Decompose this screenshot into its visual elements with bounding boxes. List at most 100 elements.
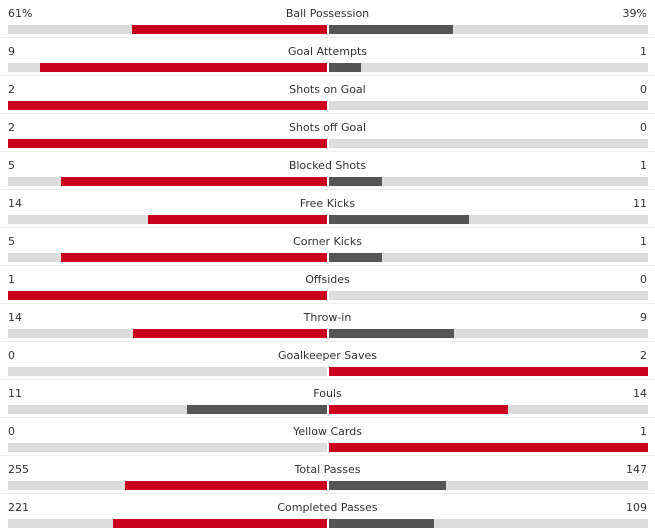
home-bar-track bbox=[8, 253, 327, 262]
home-bar-track bbox=[8, 139, 327, 148]
stat-label: Shots off Goal bbox=[288, 121, 367, 134]
home-value: 5 bbox=[8, 235, 15, 248]
stat-label: Completed Passes bbox=[277, 501, 378, 514]
stat-label: Yellow Cards bbox=[293, 425, 362, 438]
home-value: 255 bbox=[8, 463, 29, 476]
stat-label: Goalkeeper Saves bbox=[277, 349, 378, 362]
home-bar bbox=[132, 25, 327, 34]
stat-label: Goal Attempts bbox=[287, 45, 367, 58]
home-bar-track bbox=[8, 177, 327, 186]
home-bar bbox=[113, 519, 327, 528]
stat-label: Total Passes bbox=[294, 463, 361, 476]
home-bar bbox=[124, 481, 327, 490]
stat-label: Fouls bbox=[313, 387, 342, 400]
away-value: 0 bbox=[640, 273, 647, 286]
home-bar bbox=[8, 291, 327, 300]
away-bar-track bbox=[329, 63, 648, 72]
stat-row: 14 Throw-in 9 bbox=[0, 304, 655, 342]
home-value: 2 bbox=[8, 83, 15, 96]
stat-row: 221 Completed Passes 109 bbox=[0, 494, 655, 532]
stat-row: 5 Blocked Shots 1 bbox=[0, 152, 655, 190]
stat-label: Corner Kicks bbox=[293, 235, 362, 248]
home-value: 61% bbox=[8, 7, 33, 20]
stat-row: 14 Free Kicks 11 bbox=[0, 190, 655, 228]
away-bar bbox=[329, 443, 648, 452]
away-bar bbox=[329, 25, 454, 34]
away-value: 147 bbox=[626, 463, 647, 476]
home-value: 221 bbox=[8, 501, 29, 514]
home-bar-track bbox=[8, 291, 327, 300]
away-bar bbox=[329, 215, 470, 224]
stat-row: 61% Ball Possession 39% bbox=[0, 0, 655, 38]
away-value: 11 bbox=[633, 197, 647, 210]
away-bar-track bbox=[329, 519, 648, 528]
away-value: 1 bbox=[640, 235, 647, 248]
home-bar bbox=[8, 101, 327, 110]
home-value: 14 bbox=[8, 311, 22, 324]
home-value: 0 bbox=[8, 349, 15, 362]
away-bar-track bbox=[329, 177, 648, 186]
stat-label: Offsides bbox=[305, 273, 350, 286]
away-bar bbox=[329, 367, 648, 376]
stat-row: 5 Corner Kicks 1 bbox=[0, 228, 655, 266]
away-bar bbox=[329, 405, 508, 414]
stat-row: 1 Offsides 0 bbox=[0, 266, 655, 304]
home-value: 14 bbox=[8, 197, 22, 210]
home-bar-track bbox=[8, 481, 327, 490]
away-value: 1 bbox=[640, 159, 647, 172]
home-bar bbox=[8, 139, 327, 148]
home-bar-track bbox=[8, 101, 327, 110]
away-value: 0 bbox=[640, 121, 647, 134]
stat-row: 11 Fouls 14 bbox=[0, 380, 655, 418]
away-bar-track bbox=[329, 25, 648, 34]
home-bar-track bbox=[8, 519, 327, 528]
away-bar bbox=[329, 253, 383, 262]
home-value: 9 bbox=[8, 45, 15, 58]
home-bar-track bbox=[8, 443, 327, 452]
away-bar-track bbox=[329, 367, 648, 376]
home-bar-track bbox=[8, 329, 327, 338]
away-value: 39% bbox=[622, 7, 647, 20]
away-bar-track bbox=[329, 329, 648, 338]
stat-row: 2 Shots off Goal 0 bbox=[0, 114, 655, 152]
stat-label: Throw-in bbox=[303, 311, 352, 324]
away-value: 0 bbox=[640, 83, 647, 96]
home-bar bbox=[39, 63, 327, 72]
away-bar bbox=[329, 519, 435, 528]
away-bar-track bbox=[329, 443, 648, 452]
away-bar-track bbox=[329, 291, 648, 300]
stat-row: 0 Goalkeeper Saves 2 bbox=[0, 342, 655, 380]
home-value: 2 bbox=[8, 121, 15, 134]
home-bar bbox=[186, 405, 327, 414]
home-bar-track bbox=[8, 215, 327, 224]
home-bar bbox=[148, 215, 327, 224]
home-value: 11 bbox=[8, 387, 22, 400]
home-bar-track bbox=[8, 25, 327, 34]
away-value: 1 bbox=[640, 45, 647, 58]
home-bar bbox=[61, 177, 327, 186]
home-value: 5 bbox=[8, 159, 15, 172]
home-bar-track bbox=[8, 367, 327, 376]
stat-row: 255 Total Passes 147 bbox=[0, 456, 655, 494]
home-bar bbox=[132, 329, 327, 338]
home-bar-track bbox=[8, 405, 327, 414]
away-bar bbox=[329, 329, 454, 338]
away-bar-track bbox=[329, 215, 648, 224]
away-bar bbox=[329, 177, 383, 186]
away-value: 2 bbox=[640, 349, 647, 362]
home-value: 1 bbox=[8, 273, 15, 286]
away-value: 109 bbox=[626, 501, 647, 514]
away-bar-track bbox=[329, 253, 648, 262]
away-bar bbox=[329, 63, 361, 72]
away-value: 9 bbox=[640, 311, 647, 324]
home-value: 0 bbox=[8, 425, 15, 438]
stat-row: 0 Yellow Cards 1 bbox=[0, 418, 655, 456]
away-bar-track bbox=[329, 139, 648, 148]
stat-label: Shots on Goal bbox=[289, 83, 366, 96]
stat-label: Free Kicks bbox=[299, 197, 356, 210]
away-bar bbox=[329, 481, 446, 490]
stat-row: 9 Goal Attempts 1 bbox=[0, 38, 655, 76]
stat-label: Ball Possession bbox=[285, 7, 370, 20]
home-bar-track bbox=[8, 63, 327, 72]
